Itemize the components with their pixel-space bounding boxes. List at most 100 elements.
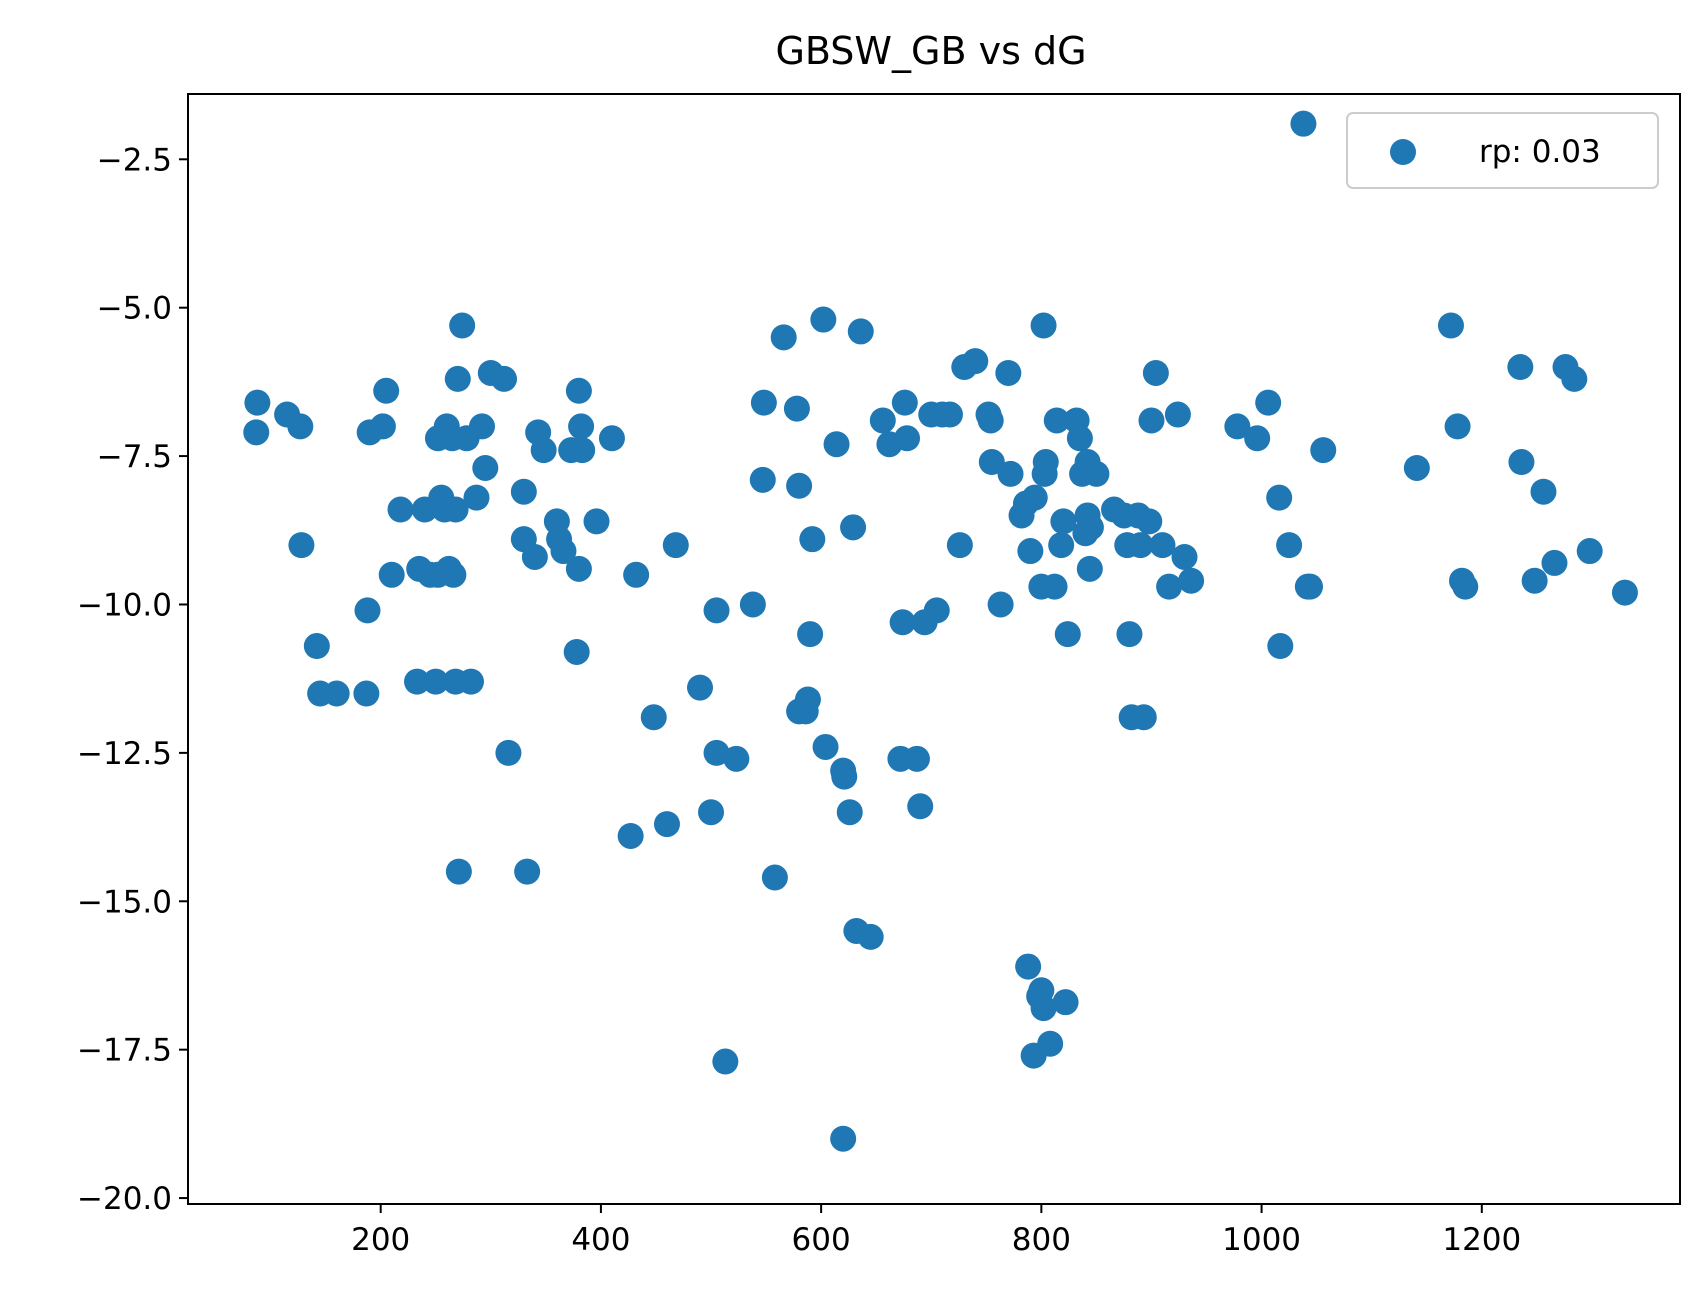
scatter-point <box>1561 365 1588 392</box>
scatter-point <box>565 555 592 582</box>
scatter-point <box>1244 425 1271 452</box>
scatter-point <box>783 395 810 422</box>
scatter-point <box>869 407 896 434</box>
scatter-point <box>1032 449 1059 476</box>
scatter-point <box>847 318 874 345</box>
scatter-point <box>491 365 518 392</box>
scatter-point <box>1437 312 1464 339</box>
scatter-point <box>1142 359 1169 386</box>
scatter-point <box>1054 621 1081 648</box>
scatter-point <box>1017 538 1044 565</box>
scatter-point <box>1276 532 1303 559</box>
scatter-point <box>369 413 396 440</box>
scatter-point <box>1116 621 1143 648</box>
scatter-point <box>472 454 499 481</box>
x-tick-label: 1000 <box>1222 1222 1301 1258</box>
legend-entry-label: rp: 0.03 <box>1479 134 1601 170</box>
scatter-point <box>1015 953 1042 980</box>
scatter-point <box>1576 538 1603 565</box>
scatter-point <box>598 425 625 452</box>
x-tick-label: 600 <box>792 1222 851 1258</box>
scatter-point <box>946 532 973 559</box>
scatter-point <box>997 460 1024 487</box>
scatter-point <box>761 864 788 891</box>
scatter-point <box>563 638 590 665</box>
scatter-point <box>1224 413 1251 440</box>
scatter-point <box>830 1125 857 1152</box>
scatter-point <box>1138 407 1165 434</box>
scatter-point <box>794 686 821 713</box>
scatter-point <box>1041 573 1068 600</box>
scatter-point <box>387 496 414 523</box>
x-tick-label: 200 <box>351 1222 410 1258</box>
scatter-point <box>810 306 837 333</box>
x-tick-label: 1200 <box>1442 1222 1521 1258</box>
scatter-point <box>1178 567 1205 594</box>
scatter-point <box>565 377 592 404</box>
scatter-point <box>1508 449 1535 476</box>
scatter-point <box>1310 437 1337 464</box>
plot-area <box>187 93 1681 1205</box>
scatter-point <box>440 561 467 588</box>
scatter-point <box>1290 110 1317 137</box>
scatter-point <box>1403 454 1430 481</box>
scatter-point <box>514 858 541 885</box>
scatter-point <box>698 799 725 826</box>
scatter-point <box>1077 514 1104 541</box>
scatter-point <box>962 348 989 375</box>
scatter-point <box>1130 704 1157 731</box>
y-tick-label: −5.0 <box>97 291 172 327</box>
scatter-point <box>1030 995 1057 1022</box>
scatter-point <box>977 407 1004 434</box>
scatter-point <box>1452 573 1479 600</box>
y-tick-label: −7.5 <box>97 439 172 475</box>
legend: rp: 0.03 <box>1346 112 1659 189</box>
scatter-point <box>1267 633 1294 660</box>
x-axis: 200 400 600 800 1000 1200 <box>351 1204 1521 1258</box>
scatter-point <box>353 680 380 707</box>
scatter-point <box>889 609 916 636</box>
scatter-point <box>703 597 730 624</box>
scatter-point <box>770 324 797 351</box>
scatter-point <box>1164 401 1191 428</box>
scatter-point <box>1127 532 1154 559</box>
scatter-points <box>243 110 1638 1152</box>
x-tick-label: 400 <box>571 1222 630 1258</box>
scatter-point <box>243 419 270 446</box>
scatter-point <box>907 793 934 820</box>
scatter-point <box>495 739 522 766</box>
y-tick-label: −2.5 <box>97 142 172 178</box>
scatter-point <box>569 437 596 464</box>
scatter-point <box>823 431 850 458</box>
scatter-point <box>831 763 858 790</box>
scatter-point <box>1297 573 1324 600</box>
y-axis: −2.5 −5.0 −7.5 −10.0 −12.5 −15.0 −17.5 −20.0 <box>77 142 188 1217</box>
scatter-point <box>750 389 777 416</box>
legend-box <box>1346 112 1659 189</box>
scatter-point <box>288 532 315 559</box>
scatter-point <box>1266 484 1293 511</box>
x-tick-label: 800 <box>1012 1222 1071 1258</box>
scatter-point <box>1611 579 1638 606</box>
scatter-point <box>1066 425 1093 452</box>
scatter-point <box>1030 312 1057 339</box>
scatter-point <box>1043 407 1070 434</box>
scatter-point <box>1050 508 1077 535</box>
scatter-point <box>404 668 431 695</box>
scatter-point <box>1136 508 1163 535</box>
scatter-point <box>444 365 471 392</box>
scatter-point <box>840 514 867 541</box>
scatter-point <box>857 923 884 950</box>
scatter-point <box>323 680 350 707</box>
scatter-point <box>723 745 750 772</box>
scatter-point <box>653 811 680 838</box>
scatter-point <box>1541 549 1568 576</box>
chart-title: GBSW_GB vs dG <box>775 29 1086 73</box>
scatter-point <box>373 377 400 404</box>
legend-marker <box>1390 139 1416 165</box>
scatter-point <box>1149 532 1176 559</box>
scatter-point <box>378 561 405 588</box>
scatter-point <box>799 526 826 553</box>
scatter-point <box>987 591 1014 618</box>
y-tick-label: −10.0 <box>77 587 172 623</box>
